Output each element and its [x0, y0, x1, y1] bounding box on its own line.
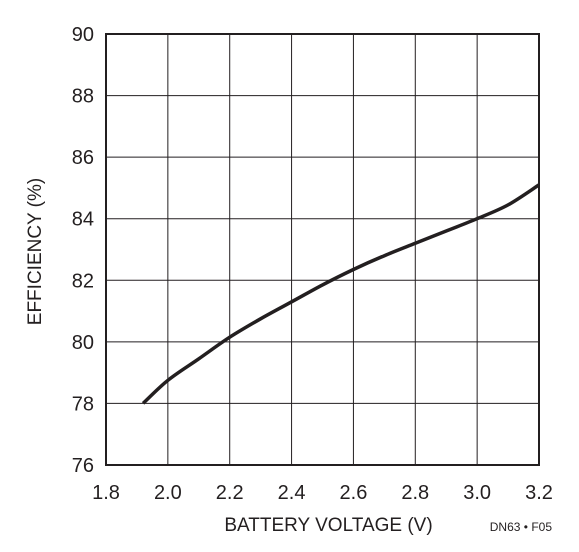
y-tick-label: 78: [72, 393, 94, 415]
y-tick-label: 90: [72, 24, 94, 46]
x-tick-label: 2.6: [340, 482, 368, 504]
series-line: [141, 183, 540, 405]
y-tick-label: 84: [72, 209, 94, 231]
y-tick-label: 88: [72, 86, 94, 108]
x-tick-label: 2.2: [216, 482, 244, 504]
series-group: [141, 183, 540, 405]
y-tick-label: 86: [72, 147, 94, 169]
figure-id: DN63 • F05: [490, 520, 553, 534]
plot-frame: [105, 33, 540, 466]
x-tick-label: 3.2: [525, 482, 553, 504]
x-tick-label: 2.4: [278, 482, 306, 504]
y-axis-title: EFFICIENCY (%): [25, 178, 46, 325]
y-tick-label: 76: [72, 455, 94, 477]
y-tick-label: 80: [72, 332, 94, 354]
x-tick-label: 3.0: [463, 482, 491, 504]
grid: [106, 34, 539, 465]
x-tick-label: 2.8: [401, 482, 429, 504]
x-tick-label: 1.8: [92, 482, 120, 504]
x-tick-labels: 1.8 2.0 2.2 2.4 2.6 2.8 3.0 3.2: [92, 482, 553, 504]
y-tick-label: 82: [72, 270, 94, 292]
x-tick-label: 2.0: [154, 482, 182, 504]
y-tick-labels: 76 78 80 82 84 86 88 90: [72, 24, 94, 477]
x-axis-title: BATTERY VOLTAGE (V): [224, 515, 432, 536]
